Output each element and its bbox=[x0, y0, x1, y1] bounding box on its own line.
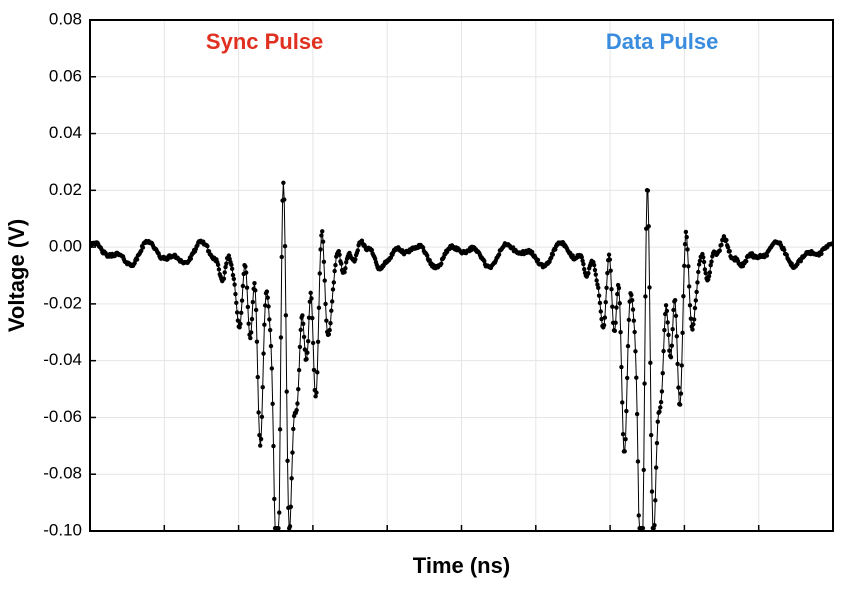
chart-background bbox=[0, 0, 863, 591]
y-tick-label: 0.00 bbox=[49, 237, 82, 256]
y-tick-label: -0.02 bbox=[43, 293, 82, 312]
y-tick-label: 0.08 bbox=[49, 9, 82, 28]
y-tick-label: -0.04 bbox=[43, 350, 82, 369]
y-tick-label: 0.06 bbox=[49, 66, 82, 85]
voltage-time-chart: -0.10 -0.08 -0.06 -0.04 -0.02 0.00 0.02 0.04 0.0… bbox=[0, 0, 863, 591]
y-axis-label: Voltage (V) bbox=[4, 219, 29, 332]
y-tick-label: 0.04 bbox=[49, 123, 82, 142]
annotation-sync-pulse: Sync Pulse bbox=[206, 29, 323, 54]
y-tick-label: -0.10 bbox=[43, 520, 82, 539]
x-axis-label: Time (ns) bbox=[413, 553, 510, 578]
y-tick-label: 0.02 bbox=[49, 180, 82, 199]
y-tick-label: -0.08 bbox=[43, 464, 82, 483]
y-tick-label: -0.06 bbox=[43, 407, 82, 426]
chart-container: -0.10 -0.08 -0.06 -0.04 -0.02 0.00 0.02 0.04 0.0… bbox=[0, 0, 863, 591]
annotation-data-pulse: Data Pulse bbox=[606, 29, 719, 54]
